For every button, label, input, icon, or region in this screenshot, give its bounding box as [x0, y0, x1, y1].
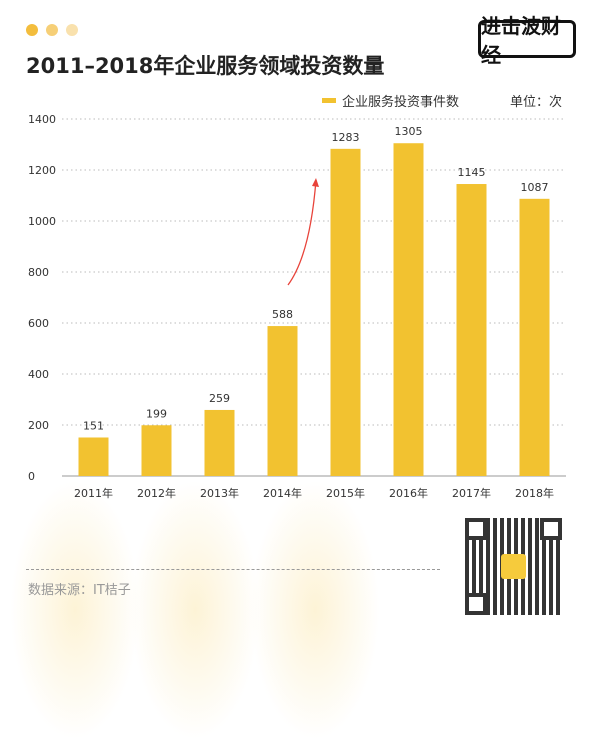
- data-label: 151: [83, 419, 104, 432]
- y-tick-label: 0: [28, 470, 35, 483]
- x-tick-label: 2015年: [326, 486, 365, 500]
- data-label: 259: [209, 392, 230, 405]
- y-tick-label: 800: [28, 266, 49, 279]
- y-tick-label: 600: [28, 317, 49, 330]
- data-label: 1087: [521, 181, 549, 194]
- x-tick-label: 2012年: [137, 486, 176, 500]
- x-tick-label: 2014年: [263, 486, 302, 500]
- decor-dot: [26, 24, 38, 36]
- x-tick-label: 2011年: [74, 486, 113, 500]
- legend-label: 企业服务投资事件数: [342, 94, 459, 110]
- x-tick-label: 2013年: [200, 486, 239, 500]
- data-label: 1145: [458, 166, 486, 179]
- bar: [330, 148, 361, 476]
- data-source: 数据来源：IT桔子: [28, 583, 131, 598]
- data-label: 1305: [395, 125, 423, 138]
- data-label: 588: [272, 308, 293, 321]
- trend-arrow: [287, 179, 317, 286]
- bar-chart: 企业服务投资事件数 单位：次 0 200 400 600 800 1000 1200 1400…: [28, 94, 566, 500]
- bar: [519, 198, 550, 476]
- x-tick-label: 2016年: [389, 486, 428, 500]
- x-tick-label: 2017年: [452, 486, 491, 500]
- y-tick-label: 1400: [28, 113, 56, 126]
- bar: [141, 425, 172, 476]
- data-label: 1283: [332, 131, 360, 144]
- bar: [393, 143, 424, 476]
- y-tick-label: 200: [28, 419, 49, 432]
- page-title: 2011–2018年企业服务领域投资数量: [26, 54, 385, 78]
- y-tick-label: 1000: [28, 215, 56, 228]
- qr-code: [465, 518, 562, 615]
- decor-dot: [46, 24, 58, 36]
- decor-dot: [66, 24, 78, 36]
- divider: [26, 569, 440, 570]
- y-tick-label: 400: [28, 368, 49, 381]
- legend-swatch: [322, 98, 336, 103]
- x-tick-label: 2018年: [515, 486, 554, 500]
- bar: [204, 409, 235, 476]
- bar: [267, 326, 298, 476]
- unit-label: 单位：次: [510, 94, 562, 110]
- bar: [78, 437, 109, 476]
- arrow-head-icon: [312, 178, 319, 187]
- y-tick-label: 1200: [28, 164, 56, 177]
- data-label: 199: [146, 407, 167, 420]
- bar: [456, 184, 487, 476]
